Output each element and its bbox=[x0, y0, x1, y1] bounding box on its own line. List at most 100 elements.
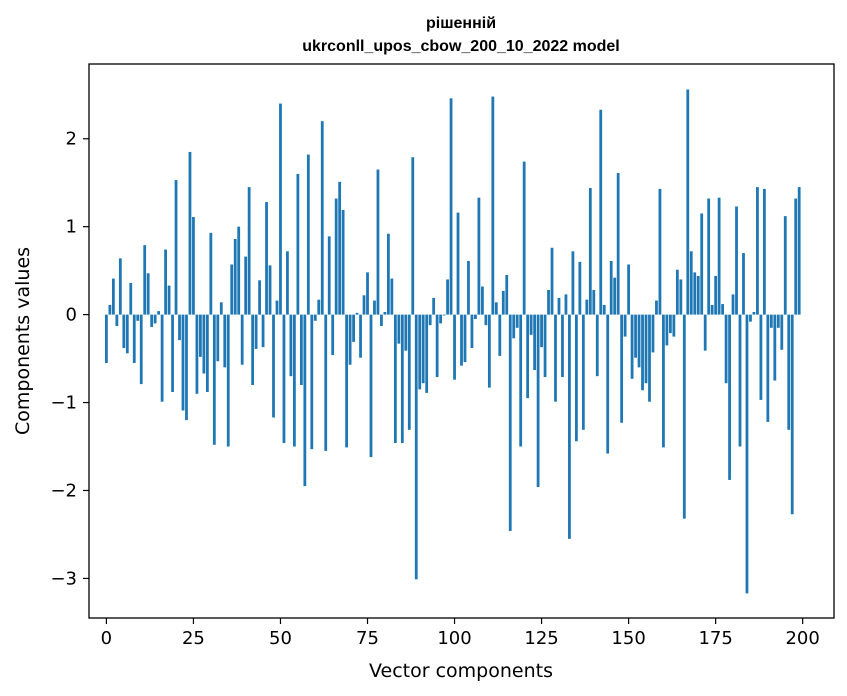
bar-145 bbox=[609, 260, 613, 315]
x-axis-label: Vector components bbox=[369, 660, 553, 682]
bar-39 bbox=[240, 314, 244, 365]
bar-49 bbox=[275, 300, 279, 315]
bar-56 bbox=[299, 314, 303, 385]
bar-107 bbox=[477, 197, 481, 315]
bar-141 bbox=[595, 314, 599, 377]
bar-26 bbox=[195, 314, 199, 394]
bar-116 bbox=[508, 314, 512, 531]
bar-1 bbox=[108, 304, 112, 315]
bar-132 bbox=[564, 294, 568, 315]
x-tick-label-75: 75 bbox=[356, 628, 379, 649]
x-tick-label-0: 0 bbox=[101, 628, 112, 649]
bar-152 bbox=[634, 314, 637, 358]
bar-187 bbox=[756, 187, 759, 315]
y-axis-label: Components values bbox=[12, 247, 34, 435]
bar-33 bbox=[219, 302, 223, 315]
bar-17 bbox=[164, 249, 167, 315]
bar-162 bbox=[668, 314, 672, 334]
bar-144 bbox=[606, 314, 610, 454]
y-tick-label-2: 2 bbox=[66, 129, 77, 150]
bar-29 bbox=[205, 314, 209, 392]
bar-89 bbox=[414, 314, 418, 580]
bar-35 bbox=[226, 314, 230, 447]
bar-121 bbox=[526, 314, 530, 399]
bar-74 bbox=[362, 295, 366, 315]
y-tick-label--1: −1 bbox=[50, 393, 77, 414]
bar-65 bbox=[331, 314, 335, 356]
bar-147 bbox=[616, 173, 620, 315]
bar-195 bbox=[783, 216, 787, 315]
bar-183 bbox=[742, 253, 745, 315]
bar-85 bbox=[400, 314, 404, 444]
x-tick-label-50: 50 bbox=[269, 628, 292, 649]
bar-30 bbox=[209, 232, 213, 315]
bar-161 bbox=[665, 314, 669, 346]
bar-15 bbox=[157, 311, 161, 315]
bar-64 bbox=[327, 236, 331, 315]
bar-136 bbox=[578, 261, 582, 315]
plot-frame bbox=[88, 63, 835, 619]
bar-90 bbox=[418, 314, 422, 390]
bar-166 bbox=[682, 314, 686, 519]
x-tick-label-25: 25 bbox=[182, 628, 205, 649]
bar-16 bbox=[160, 314, 164, 402]
bar-45 bbox=[261, 314, 265, 348]
bar-156 bbox=[648, 314, 651, 402]
bar-138 bbox=[585, 299, 589, 315]
bar-28 bbox=[202, 314, 206, 374]
bar-173 bbox=[707, 198, 711, 315]
bar-37 bbox=[233, 238, 237, 315]
bar-122 bbox=[529, 314, 533, 335]
bar-115 bbox=[505, 275, 509, 315]
bar-32 bbox=[216, 314, 220, 362]
bar-129 bbox=[554, 314, 557, 402]
bar-193 bbox=[776, 314, 780, 328]
bar-101 bbox=[456, 212, 460, 315]
bar-164 bbox=[675, 269, 679, 315]
bar-117 bbox=[512, 314, 516, 339]
bar-149 bbox=[623, 314, 627, 337]
bar-155 bbox=[644, 314, 648, 384]
bar-137 bbox=[581, 314, 585, 430]
bar-14 bbox=[153, 314, 157, 324]
bar-127 bbox=[547, 290, 550, 315]
bar-93 bbox=[428, 314, 432, 326]
bar-99 bbox=[449, 98, 453, 315]
bar-95 bbox=[435, 314, 439, 378]
y-tick-label-0: 0 bbox=[66, 305, 77, 326]
bar-113 bbox=[498, 314, 502, 356]
bar-150 bbox=[627, 264, 630, 315]
bar-75 bbox=[366, 272, 369, 315]
bar-86 bbox=[404, 314, 408, 351]
bar-102 bbox=[460, 314, 463, 366]
bar-171 bbox=[700, 213, 704, 315]
bar-72 bbox=[355, 312, 359, 315]
bar-57 bbox=[303, 314, 307, 487]
bar-108 bbox=[481, 286, 484, 315]
bar-159 bbox=[658, 188, 662, 315]
bar-114 bbox=[501, 290, 505, 315]
bar-84 bbox=[397, 314, 401, 344]
x-axis-ticks: 0 25 50 75 100 125 150 175 200 bbox=[101, 618, 820, 649]
bar-174 bbox=[710, 304, 714, 315]
bar-176 bbox=[717, 197, 721, 315]
bar-4 bbox=[118, 258, 122, 315]
bar-13 bbox=[150, 314, 154, 327]
x-tick-label-200: 200 bbox=[785, 628, 819, 649]
bar-124 bbox=[536, 314, 540, 487]
bar-135 bbox=[574, 314, 578, 442]
bar-142 bbox=[599, 109, 603, 315]
bar-71 bbox=[352, 314, 355, 342]
bar-118 bbox=[515, 314, 519, 328]
bar-94 bbox=[432, 297, 436, 315]
bar-2 bbox=[111, 278, 115, 315]
bar-70 bbox=[348, 314, 352, 365]
bar-87 bbox=[407, 314, 411, 430]
bar-91 bbox=[421, 314, 425, 384]
bar-154 bbox=[641, 314, 644, 391]
bar-151 bbox=[630, 314, 634, 379]
bar-48 bbox=[272, 314, 275, 418]
bar-139 bbox=[588, 187, 592, 315]
bar-9 bbox=[136, 314, 140, 321]
bar-77 bbox=[373, 300, 376, 315]
